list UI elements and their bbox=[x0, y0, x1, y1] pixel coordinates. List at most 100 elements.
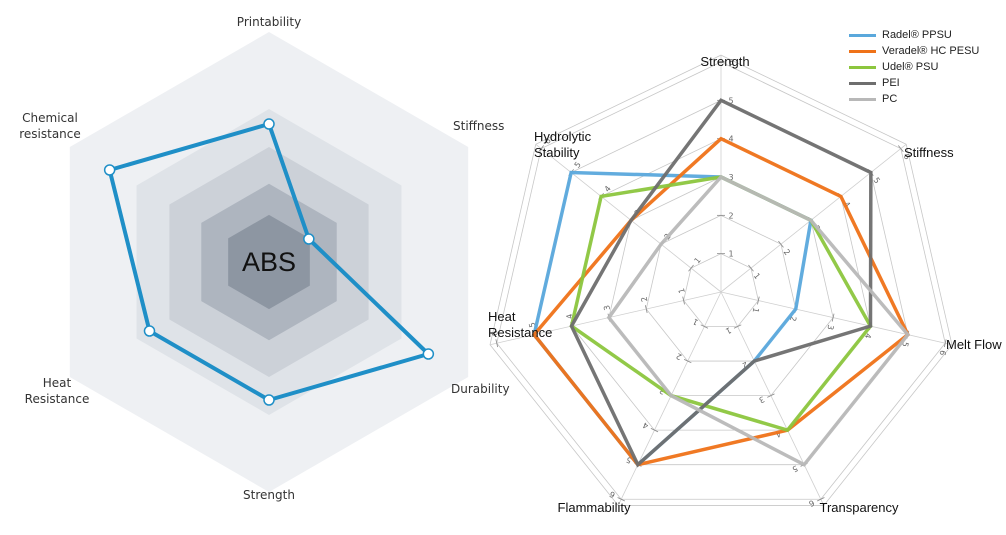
spoke bbox=[720, 143, 907, 293]
legend-item-radel-ppsu: Radel® PPSU bbox=[849, 27, 979, 43]
tick-label: 5 bbox=[900, 341, 910, 348]
spoke bbox=[489, 291, 722, 346]
legend-label: PC bbox=[882, 93, 898, 105]
abs-data-point bbox=[303, 233, 315, 245]
legend-swatch bbox=[849, 49, 876, 53]
tick-mark bbox=[495, 339, 499, 348]
tick-label: 6 bbox=[938, 349, 948, 356]
axis-label-heat-resistance: Heat Resistance bbox=[25, 375, 90, 407]
tick-mark bbox=[700, 324, 709, 329]
tick-label: 1 bbox=[677, 287, 687, 294]
axis-label-strength-line: Strength bbox=[243, 488, 295, 502]
abs-data-point bbox=[143, 325, 156, 337]
tick-label: 5 bbox=[625, 455, 633, 465]
tick-mark bbox=[733, 324, 742, 329]
axis-label-flammability-line: Flammability bbox=[557, 500, 631, 515]
tick-label: 2 bbox=[728, 211, 733, 220]
tick-mark bbox=[688, 264, 694, 272]
tick-label: 1 bbox=[693, 256, 703, 266]
spoke bbox=[535, 143, 722, 293]
ring-band bbox=[228, 214, 310, 310]
axis-label-heat-resistance-line: Heat bbox=[488, 309, 516, 324]
axis-label-durability-line: Durability bbox=[451, 382, 510, 396]
legend-label: Radel® PPSU bbox=[882, 29, 952, 41]
tick-label: 2 bbox=[675, 351, 683, 361]
series-line-udel-psu bbox=[569, 175, 873, 433]
series-line-pei bbox=[569, 98, 873, 468]
tick-label: 2 bbox=[640, 296, 650, 303]
axis-label-heat-resistance: Heat Resistance bbox=[488, 309, 552, 341]
axis-label-stiffness: Stiffness bbox=[453, 118, 504, 134]
tick-label: 4 bbox=[728, 135, 733, 144]
legend: Radel® PPSU Veradel® HC PESU Udel® PSU PEI P… bbox=[849, 27, 979, 107]
tick-label: 2 bbox=[782, 248, 792, 258]
tick-mark bbox=[683, 358, 692, 364]
tick-label: 1 bbox=[724, 325, 732, 335]
axis-label-hydrolytic-stability-line: Hydrolytic bbox=[534, 129, 592, 144]
tick-label: 4 bbox=[565, 313, 575, 320]
axis-label-strength: Strength bbox=[243, 487, 295, 503]
axis-label-heat-resistance-line: Resistance bbox=[24, 392, 90, 406]
tick-label: 6 bbox=[807, 498, 815, 508]
tick-label: 5 bbox=[573, 160, 583, 170]
legend-swatch bbox=[849, 97, 876, 101]
abs-data-point bbox=[422, 348, 435, 360]
axis-label-melt-flow: Melt Flow bbox=[946, 337, 1002, 353]
series-line-veradel-hc-pesu bbox=[531, 136, 911, 467]
axis-label-chemical-resistance-line: Chemical bbox=[22, 111, 78, 125]
tick-mark bbox=[817, 497, 825, 502]
legend-swatch bbox=[849, 65, 876, 69]
legend-item-udel-psu: Udel® PSU bbox=[849, 59, 979, 75]
grid-ring bbox=[608, 176, 834, 397]
axis-label-flammability: Flammability bbox=[558, 500, 631, 516]
tick-label: 3 bbox=[825, 324, 835, 331]
tick-label: 1 bbox=[728, 250, 733, 259]
tick-label: 1 bbox=[691, 317, 699, 327]
tick-label: 6 bbox=[728, 58, 733, 67]
tick-mark bbox=[943, 339, 947, 348]
legend-item-pc: PC bbox=[849, 91, 979, 107]
axis-label-transparency-line: Transparency bbox=[819, 500, 899, 515]
tick-label: 4 bbox=[603, 184, 613, 194]
legend-swatch bbox=[849, 81, 876, 85]
tick-mark bbox=[617, 497, 625, 502]
tick-label: 1 bbox=[752, 271, 762, 281]
tick-mark bbox=[898, 145, 904, 152]
axis-label-chemical-resistance-line: resistance bbox=[19, 127, 81, 141]
tick-mark bbox=[748, 264, 754, 272]
spoke bbox=[617, 291, 722, 506]
legend-label: PEI bbox=[882, 77, 900, 89]
series-line-pc bbox=[606, 174, 911, 467]
axis-label-hydrolytic-stability-line: Stability bbox=[534, 145, 580, 160]
tick-label: 6 bbox=[490, 330, 500, 337]
center-label: ABS bbox=[242, 247, 296, 277]
axis-label-heat-resistance-line: Resistance bbox=[488, 325, 553, 340]
tick-label: 6 bbox=[543, 136, 553, 146]
axis-label-printability: Printability bbox=[237, 14, 301, 30]
legend-label: Udel® PSU bbox=[882, 61, 939, 73]
tick-label: 4 bbox=[863, 332, 873, 339]
tick-label: 5 bbox=[728, 96, 733, 105]
abs-radar-chart: ABS bbox=[69, 32, 469, 492]
tick-label: 6 bbox=[902, 152, 912, 162]
axis-label-durability: Durability bbox=[451, 381, 510, 397]
tick-label: 5 bbox=[872, 176, 882, 186]
outer-ring bbox=[489, 54, 953, 506]
axis-label-strength: Strength bbox=[700, 54, 749, 70]
tick-label: 5 bbox=[527, 321, 537, 328]
tick-mark bbox=[650, 428, 659, 433]
tick-mark bbox=[682, 296, 685, 305]
axis-label-stiffness-line: Stiffness bbox=[453, 119, 505, 133]
grid-ring bbox=[496, 61, 946, 500]
tick-mark bbox=[831, 313, 835, 322]
tick-mark bbox=[644, 305, 648, 314]
tick-mark bbox=[757, 296, 760, 305]
tick-label: 6 bbox=[608, 489, 616, 499]
axis-label-stiffness: Stiffness bbox=[904, 145, 954, 161]
legend-item-veradel-hc-pesu: Veradel® HC PESU bbox=[849, 43, 979, 59]
axis-label-melt-flow-line: Melt Flow bbox=[946, 337, 1002, 352]
axis-label-printability-line: Printability bbox=[236, 15, 302, 29]
abs-data-point bbox=[103, 164, 116, 176]
axis-label-stiffness-line: Stiffness bbox=[904, 145, 954, 160]
